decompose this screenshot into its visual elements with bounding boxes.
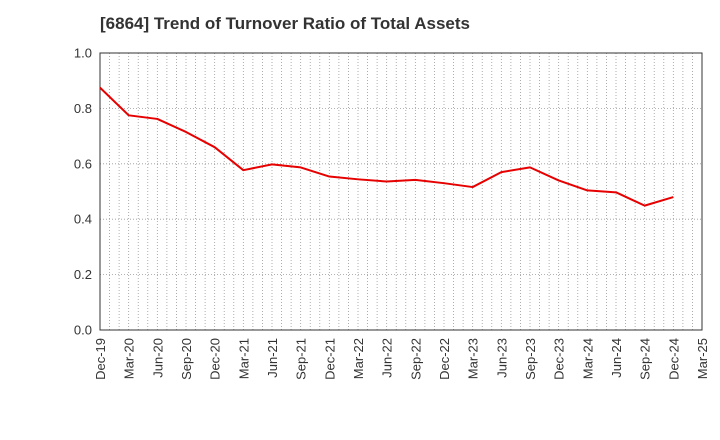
x-tick-label: Jun-20	[150, 338, 165, 378]
y-tick-label: 0.2	[74, 267, 92, 282]
x-tick-label: Sep-21	[294, 338, 309, 380]
x-tick-label: Mar-25	[695, 338, 710, 379]
x-tick-label: Mar-22	[351, 338, 366, 379]
y-tick-label: 1.0	[74, 46, 92, 61]
y-tick-label: 0.0	[74, 323, 92, 338]
x-tick-label: Dec-24	[666, 338, 681, 380]
x-tick-label: Dec-21	[322, 338, 337, 380]
x-tick-label: Sep-20	[179, 338, 194, 380]
x-tick-label: Jun-23	[494, 338, 509, 378]
x-tick-label: Dec-23	[552, 338, 567, 380]
x-tick-label: Sep-24	[638, 338, 653, 380]
x-tick-label: Sep-23	[523, 338, 538, 380]
x-tick-label: Mar-21	[236, 338, 251, 379]
x-tick-label: Dec-22	[437, 338, 452, 380]
y-tick-label: 0.4	[74, 212, 92, 227]
x-tick-label: Mar-24	[580, 338, 595, 379]
x-tick-label: Mar-23	[466, 338, 481, 379]
series-line	[99, 86, 674, 207]
x-tick-label: Jun-21	[265, 338, 280, 378]
x-tick-label: Dec-19	[93, 338, 108, 380]
chart-title: [6864] Trend of Turnover Ratio of Total …	[100, 14, 470, 33]
x-tick-label: Mar-20	[122, 338, 137, 379]
x-tick-label: Jun-22	[380, 338, 395, 378]
x-tick-label: Jun-24	[609, 338, 624, 378]
y-tick-label: 0.6	[74, 156, 92, 171]
y-tick-label: 0.8	[74, 101, 92, 116]
x-tick-label: Sep-22	[408, 338, 423, 380]
plot-frame	[99, 52, 703, 331]
x-tick-label: Dec-20	[208, 338, 223, 380]
